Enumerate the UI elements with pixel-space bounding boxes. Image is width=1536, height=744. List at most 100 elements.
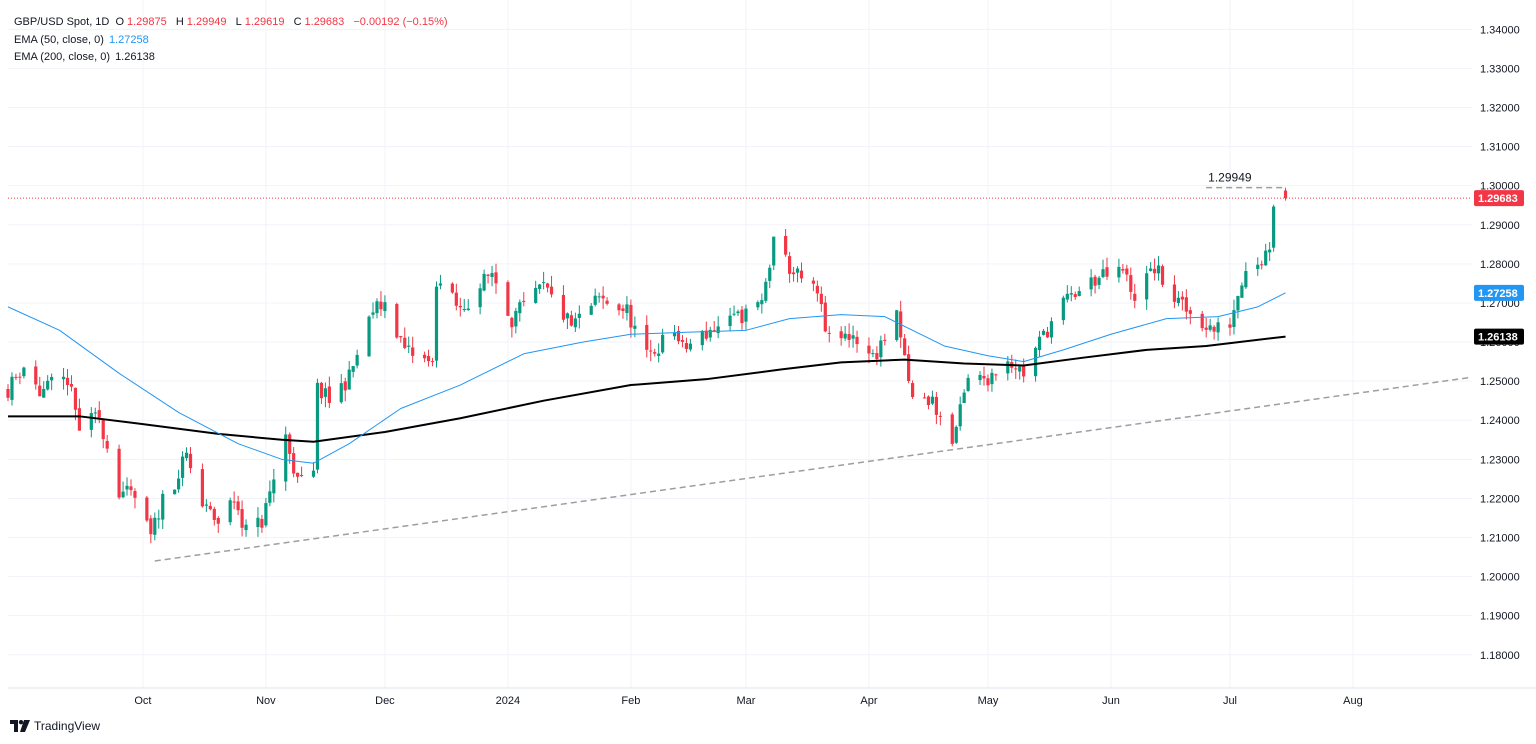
candle-body	[1283, 190, 1288, 199]
candle-body	[1156, 265, 1161, 274]
candle-body	[922, 397, 927, 399]
tradingview-brand[interactable]: TradingView	[10, 719, 100, 733]
chart-grid	[8, 0, 1472, 688]
x-tick-label: Oct	[134, 695, 151, 707]
candle-body	[18, 376, 22, 378]
y-tick-label: 1.29000	[1480, 220, 1520, 232]
trendline-line[interactable]	[154, 376, 1473, 562]
ema200-tag-bg	[1474, 328, 1524, 345]
candle-body	[260, 518, 264, 528]
candle-body	[157, 518, 161, 520]
y-tick-label: 1.33000	[1480, 63, 1520, 75]
candle-body	[1145, 273, 1149, 300]
price-axis[interactable]: 1.34000 1.33000 1.32000 1.31000 1.30000 1.290…	[1472, 0, 1536, 688]
candle-body	[1153, 268, 1157, 274]
candle-body	[403, 337, 407, 348]
candle-body	[208, 505, 212, 510]
candle-body	[962, 392, 966, 403]
close-label: C	[293, 16, 302, 28]
candle-body	[684, 343, 689, 349]
candle-body	[426, 356, 431, 362]
candle-body	[1228, 324, 1232, 328]
candle-body	[494, 272, 498, 284]
candle-body	[69, 383, 74, 387]
candle-body	[930, 396, 935, 404]
candle-body	[22, 367, 26, 377]
candle-body	[1129, 275, 1133, 292]
candle-body	[38, 385, 42, 397]
candle-body	[319, 382, 324, 399]
candle-body	[1264, 250, 1268, 266]
candle-body	[661, 334, 665, 353]
candle-body	[593, 295, 597, 305]
y-tick-label: 1.20000	[1480, 572, 1520, 584]
candle-body	[1216, 322, 1220, 333]
candle-body	[458, 305, 462, 308]
candle-body	[149, 518, 153, 535]
y-tick-label: 1.31000	[1480, 142, 1520, 154]
x-tick-label: Feb	[621, 695, 640, 707]
time-axis[interactable]: Oct Nov Dec 2024 Feb Mar Apr May Jun Jul Aug	[8, 687, 1536, 707]
x-tick-label: May	[978, 695, 999, 707]
candle-body	[565, 313, 570, 319]
change-value: −0.00192 (−0.15%)	[353, 16, 448, 28]
candle-body	[772, 236, 776, 266]
close-value: 1.29683	[304, 16, 345, 28]
candle-body	[672, 332, 677, 337]
candle-body	[597, 296, 601, 298]
candle-body	[978, 374, 982, 381]
candle-body	[268, 491, 272, 503]
candle-body	[1212, 326, 1216, 332]
candle-body	[351, 366, 355, 372]
candle-body	[1093, 276, 1097, 286]
candle-body	[510, 317, 514, 328]
candle-body	[847, 334, 851, 340]
candle-body	[1018, 366, 1022, 372]
candle-body	[903, 338, 907, 356]
candle-body	[589, 305, 593, 315]
candle-body	[799, 270, 804, 279]
y-tick-label: 1.19000	[1480, 611, 1520, 623]
candle-body	[990, 372, 994, 385]
candle-body	[680, 340, 685, 342]
candle-body	[1045, 331, 1050, 338]
candle-body	[478, 288, 482, 308]
candle-body	[744, 308, 748, 322]
x-tick-label: Jun	[1102, 695, 1120, 707]
candle-body	[561, 294, 566, 320]
candle-body	[538, 284, 542, 289]
candle-body	[1077, 291, 1081, 296]
high-label: H	[175, 16, 184, 28]
candle-body	[486, 274, 490, 276]
trendline[interactable]	[154, 376, 1473, 562]
ema200-value: 1.26138	[115, 51, 155, 63]
candle-body	[129, 486, 133, 491]
candle-body	[1065, 293, 1069, 300]
candle-body	[811, 280, 815, 284]
price-overlays: 1.29949	[8, 171, 1472, 199]
candle-body	[1256, 264, 1260, 269]
candle-body	[1073, 294, 1077, 298]
candle-body	[907, 354, 911, 382]
last-price-tag: 1.29683	[1478, 193, 1518, 205]
candle-body	[466, 308, 470, 311]
candle-body	[454, 292, 458, 306]
candle-body	[133, 491, 137, 498]
candle-body	[653, 352, 657, 354]
candle-body	[657, 353, 661, 356]
candle-body	[1041, 330, 1046, 335]
candle-body	[216, 517, 220, 524]
candle-body	[1268, 249, 1272, 253]
candle-body	[10, 376, 14, 400]
candle-body	[764, 281, 768, 301]
y-tick-label: 1.28000	[1480, 259, 1520, 271]
candle-body	[77, 408, 82, 431]
candle-body	[272, 479, 276, 494]
candle-body	[232, 501, 236, 503]
candle-body	[875, 353, 879, 360]
candle-body	[367, 316, 371, 357]
candle-body	[379, 301, 383, 310]
candle-body	[1272, 206, 1276, 248]
candle-body	[633, 325, 637, 329]
